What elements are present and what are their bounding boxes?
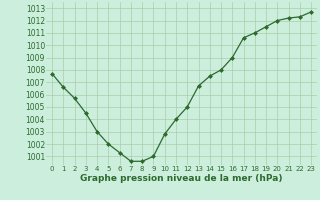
X-axis label: Graphe pression niveau de la mer (hPa): Graphe pression niveau de la mer (hPa) — [80, 174, 283, 183]
